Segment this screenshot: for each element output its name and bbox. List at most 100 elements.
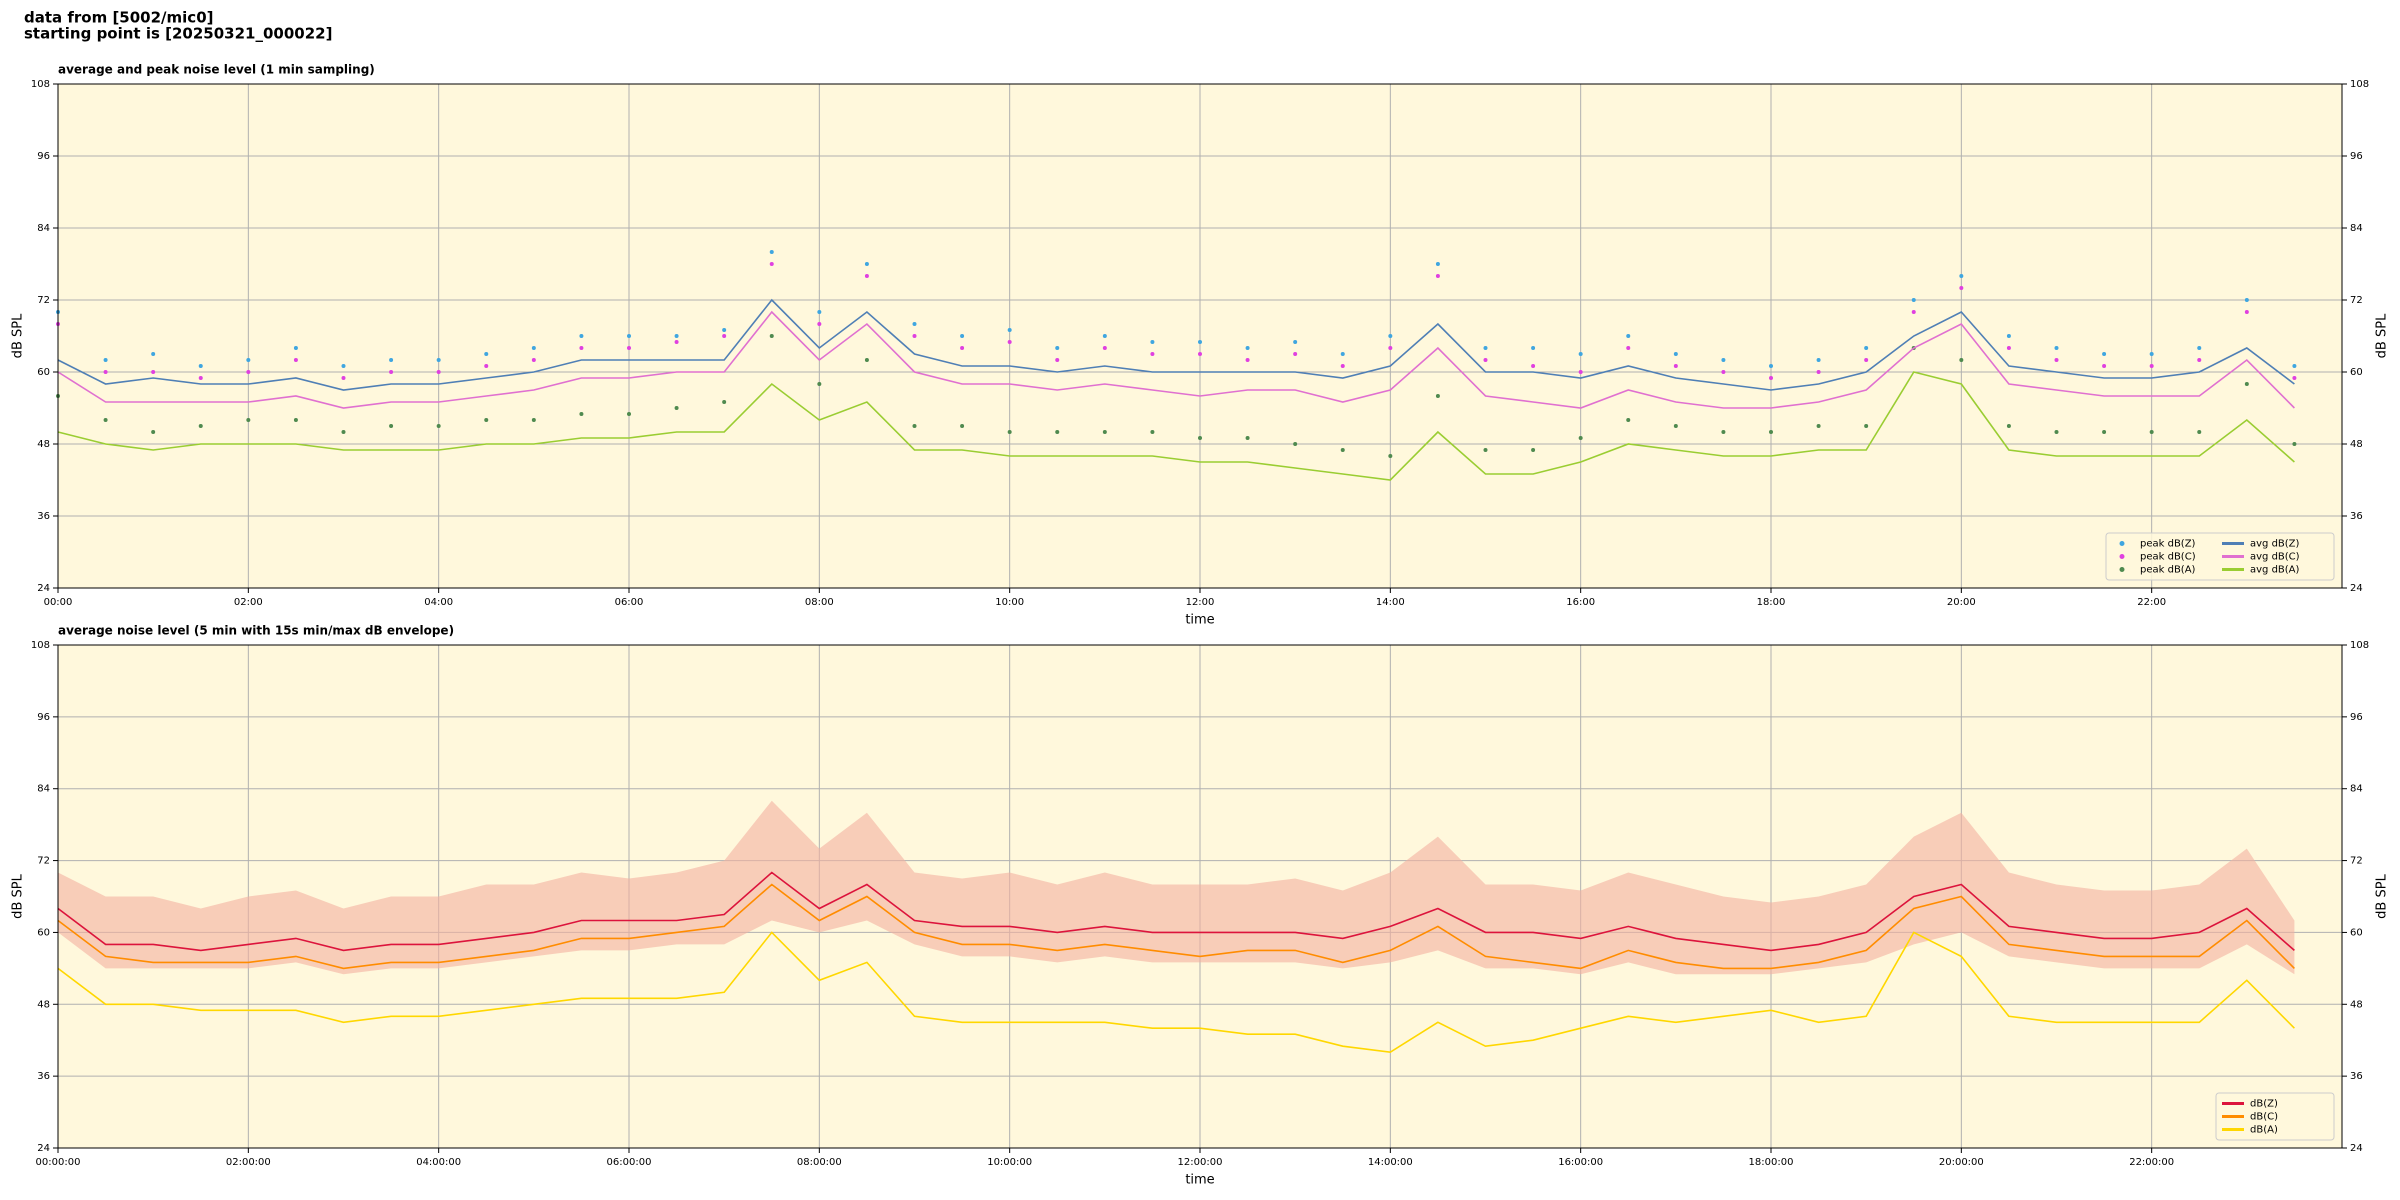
peak-point	[579, 412, 584, 416]
peak-point	[912, 322, 917, 326]
peak-point	[1150, 430, 1155, 434]
peak-point	[531, 358, 536, 362]
peak-point	[2197, 358, 2202, 362]
peak-point	[1483, 358, 1488, 362]
y-tick-label: 96	[2350, 712, 2363, 723]
x-tick-label: 00:00	[44, 597, 73, 608]
peak-point	[1293, 442, 1298, 446]
peak-point	[1721, 430, 1726, 434]
y-tick-label: 72	[2350, 295, 2363, 306]
peak-point	[103, 418, 108, 422]
peak-point	[1198, 340, 1202, 344]
x-tick-label: 08:00	[805, 597, 834, 608]
y-tick-label: 36	[2350, 511, 2363, 522]
peak-point	[817, 322, 822, 326]
peak-point	[769, 250, 774, 254]
peak-point	[2292, 364, 2297, 368]
peak-point	[436, 370, 441, 374]
peak-point	[1531, 448, 1536, 452]
peak-point	[198, 376, 203, 380]
y-tick-label: 84	[2350, 223, 2363, 234]
peak-point	[579, 346, 584, 350]
peak-point	[864, 358, 869, 362]
y-tick-label: 96	[37, 712, 50, 723]
peak-point	[2149, 352, 2154, 356]
peak-point	[2149, 364, 2154, 368]
peak-point	[2054, 346, 2059, 350]
y-tick-label: 108	[2350, 79, 2369, 90]
peak-point	[1388, 454, 1393, 458]
legend-label: avg dB(A)	[2250, 565, 2300, 576]
y-tick-label: 48	[2350, 439, 2363, 450]
peak-point	[484, 352, 489, 356]
y-tick-label: 48	[2350, 999, 2363, 1010]
envelope-area	[58, 800, 2295, 975]
legend-label: peak dB(A)	[2140, 565, 2196, 576]
peak-point	[1578, 370, 1583, 374]
peak-point	[389, 370, 394, 374]
peak-point	[341, 376, 346, 380]
peak-point	[1150, 340, 1155, 344]
x-tick-label: 22:00:00	[2129, 1157, 2174, 1168]
chart-title: average and peak noise level (1 min samp…	[58, 63, 375, 77]
peak-point	[1293, 340, 1298, 344]
peak-point	[912, 334, 917, 338]
peak-point	[293, 418, 298, 422]
peak-point	[341, 364, 346, 368]
peak-point	[627, 334, 631, 338]
y-tick-label: 72	[37, 856, 50, 867]
series-line	[57, 931, 2295, 1054]
peak-point	[1531, 364, 1536, 368]
legend-label: dB(A)	[2250, 1125, 2278, 1136]
legend-label: dB(Z)	[2250, 1099, 2278, 1110]
peak-point	[1864, 346, 1869, 350]
peak-point	[769, 334, 774, 338]
peak-point	[1102, 334, 1107, 338]
peak-point	[627, 346, 631, 350]
peak-point	[579, 334, 584, 338]
peak-point	[817, 310, 822, 314]
peak-point	[1816, 358, 1821, 362]
y-tick-label: 108	[31, 640, 50, 651]
y-axis-label: dB SPL	[11, 873, 26, 918]
x-tick-label: 04:00:00	[416, 1157, 461, 1168]
legend-label: avg dB(Z)	[2250, 539, 2300, 550]
peak-point	[389, 358, 394, 362]
peak-point	[960, 424, 965, 428]
peak-point	[1245, 346, 1250, 350]
peak-point	[1007, 328, 1012, 332]
peak-point	[2102, 352, 2107, 356]
peak-point	[436, 424, 441, 428]
peak-point	[436, 358, 441, 362]
peak-point	[960, 346, 965, 350]
peak-point	[722, 328, 727, 332]
peak-point	[1007, 430, 1012, 434]
y-tick-label: 36	[37, 511, 50, 522]
peak-point	[1578, 436, 1583, 440]
x-tick-label: 16:00:00	[1558, 1157, 1603, 1168]
peak-point	[2292, 442, 2297, 446]
peak-point	[1055, 358, 1060, 362]
peak-point	[1911, 298, 1916, 302]
x-tick-label: 06:00:00	[607, 1157, 652, 1168]
peak-point	[1340, 448, 1345, 452]
x-tick-label: 02:00:00	[226, 1157, 271, 1168]
peak-point	[1102, 346, 1107, 350]
peak-point	[2102, 364, 2107, 368]
legend-marker	[2119, 541, 2125, 546]
peak-point	[1959, 274, 1964, 278]
peak-point	[1673, 424, 1678, 428]
peak-point	[1102, 430, 1107, 434]
x-tick-label: 12:00	[1186, 597, 1215, 608]
peak-point	[1626, 418, 1631, 422]
peak-point	[2054, 358, 2059, 362]
peak-point	[864, 274, 869, 278]
peak-point	[1959, 358, 1964, 362]
y-tick-label: 72	[37, 295, 50, 306]
series-line	[57, 871, 2295, 952]
peak-point	[151, 370, 156, 374]
x-tick-label: 08:00:00	[797, 1157, 842, 1168]
peak-point	[1055, 430, 1060, 434]
y-tick-label: 24	[2350, 1143, 2363, 1154]
